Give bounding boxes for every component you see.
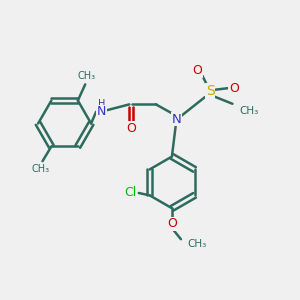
Text: O: O (126, 122, 136, 135)
Text: CH₃: CH₃ (240, 106, 259, 116)
Text: CH₃: CH₃ (77, 71, 95, 81)
Text: N: N (172, 112, 182, 126)
Text: H: H (98, 99, 105, 109)
Text: Cl: Cl (124, 186, 136, 199)
Text: CH₃: CH₃ (32, 164, 50, 174)
Text: CH₃: CH₃ (188, 238, 207, 249)
Text: N: N (97, 105, 106, 118)
Text: S: S (206, 84, 215, 98)
Text: O: O (229, 82, 239, 95)
Text: O: O (192, 64, 202, 77)
Text: O: O (167, 218, 177, 230)
